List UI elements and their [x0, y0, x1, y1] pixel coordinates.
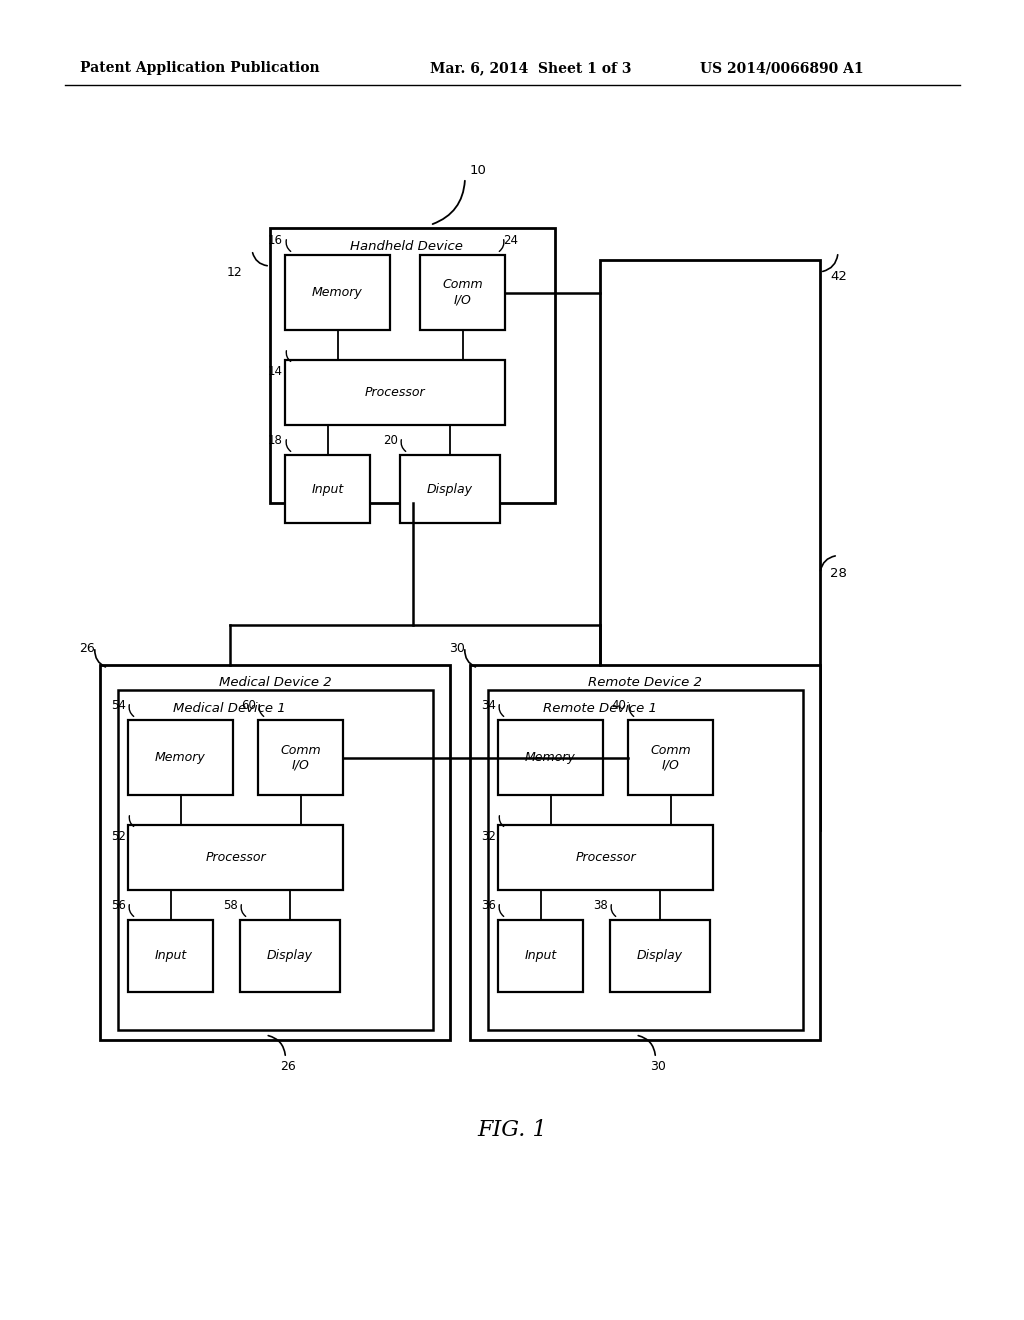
Text: Comm
I/O: Comm I/O	[650, 743, 691, 771]
Text: Input: Input	[155, 949, 186, 962]
Text: 28: 28	[830, 568, 847, 579]
Bar	[610, 920, 710, 993]
Bar	[470, 665, 820, 1040]
Text: 30: 30	[650, 1060, 667, 1073]
Bar	[285, 255, 390, 330]
Text: Input: Input	[311, 483, 344, 495]
Bar	[128, 825, 343, 890]
Text: 52: 52	[112, 830, 126, 843]
Text: Patent Application Publication: Patent Application Publication	[80, 61, 319, 75]
Bar	[420, 255, 505, 330]
Text: 34: 34	[481, 700, 496, 711]
Bar	[240, 920, 340, 993]
Text: 26: 26	[281, 1060, 296, 1073]
Text: 26: 26	[79, 642, 95, 655]
Text: Processor: Processor	[365, 385, 425, 399]
Bar	[498, 825, 713, 890]
Text: Comm
I/O: Comm I/O	[442, 279, 482, 306]
Bar	[498, 719, 603, 795]
Bar	[285, 360, 505, 425]
Text: Remote Device 1: Remote Device 1	[543, 701, 656, 714]
Bar	[488, 690, 803, 1030]
Text: Medical Device 1: Medical Device 1	[173, 701, 286, 714]
Text: FIG. 1: FIG. 1	[477, 1119, 547, 1140]
Bar	[400, 455, 500, 523]
Text: Input: Input	[524, 949, 557, 962]
Text: 10: 10	[470, 164, 486, 177]
Bar	[258, 719, 343, 795]
Text: Remote Device 2: Remote Device 2	[588, 676, 701, 689]
Text: 38: 38	[593, 899, 608, 912]
Bar	[118, 690, 433, 1030]
Bar	[270, 228, 555, 503]
Text: Handheld Device: Handheld Device	[350, 239, 463, 252]
Text: 12: 12	[226, 267, 242, 280]
Text: Processor: Processor	[575, 851, 636, 865]
Text: 36: 36	[481, 899, 496, 912]
Bar	[628, 719, 713, 795]
Bar	[285, 455, 370, 523]
Text: 54: 54	[112, 700, 126, 711]
Bar	[100, 665, 450, 1040]
Text: Memory: Memory	[155, 751, 206, 764]
Text: Medical Device 2: Medical Device 2	[219, 676, 332, 689]
Text: 40: 40	[611, 700, 626, 711]
Text: 60: 60	[241, 700, 256, 711]
Bar	[498, 920, 583, 993]
Text: 30: 30	[450, 642, 465, 655]
Text: 58: 58	[223, 899, 238, 912]
Text: 56: 56	[112, 899, 126, 912]
Text: 18: 18	[268, 434, 283, 447]
Bar	[600, 260, 820, 830]
Text: Memory: Memory	[312, 286, 362, 300]
Text: Processor: Processor	[205, 851, 266, 865]
Text: 42: 42	[830, 271, 847, 282]
Text: Display: Display	[267, 949, 313, 962]
Text: Comm
I/O: Comm I/O	[281, 743, 321, 771]
Text: US 2014/0066890 A1: US 2014/0066890 A1	[700, 61, 863, 75]
Text: Mar. 6, 2014  Sheet 1 of 3: Mar. 6, 2014 Sheet 1 of 3	[430, 61, 632, 75]
Text: Memory: Memory	[525, 751, 575, 764]
Bar	[128, 719, 233, 795]
Text: Display: Display	[637, 949, 683, 962]
Text: 32: 32	[481, 830, 496, 843]
Text: 14: 14	[268, 366, 283, 378]
Text: Display: Display	[427, 483, 473, 495]
Text: 16: 16	[268, 234, 283, 247]
Text: 24: 24	[503, 234, 518, 247]
Text: 20: 20	[383, 434, 398, 447]
Bar	[128, 920, 213, 993]
